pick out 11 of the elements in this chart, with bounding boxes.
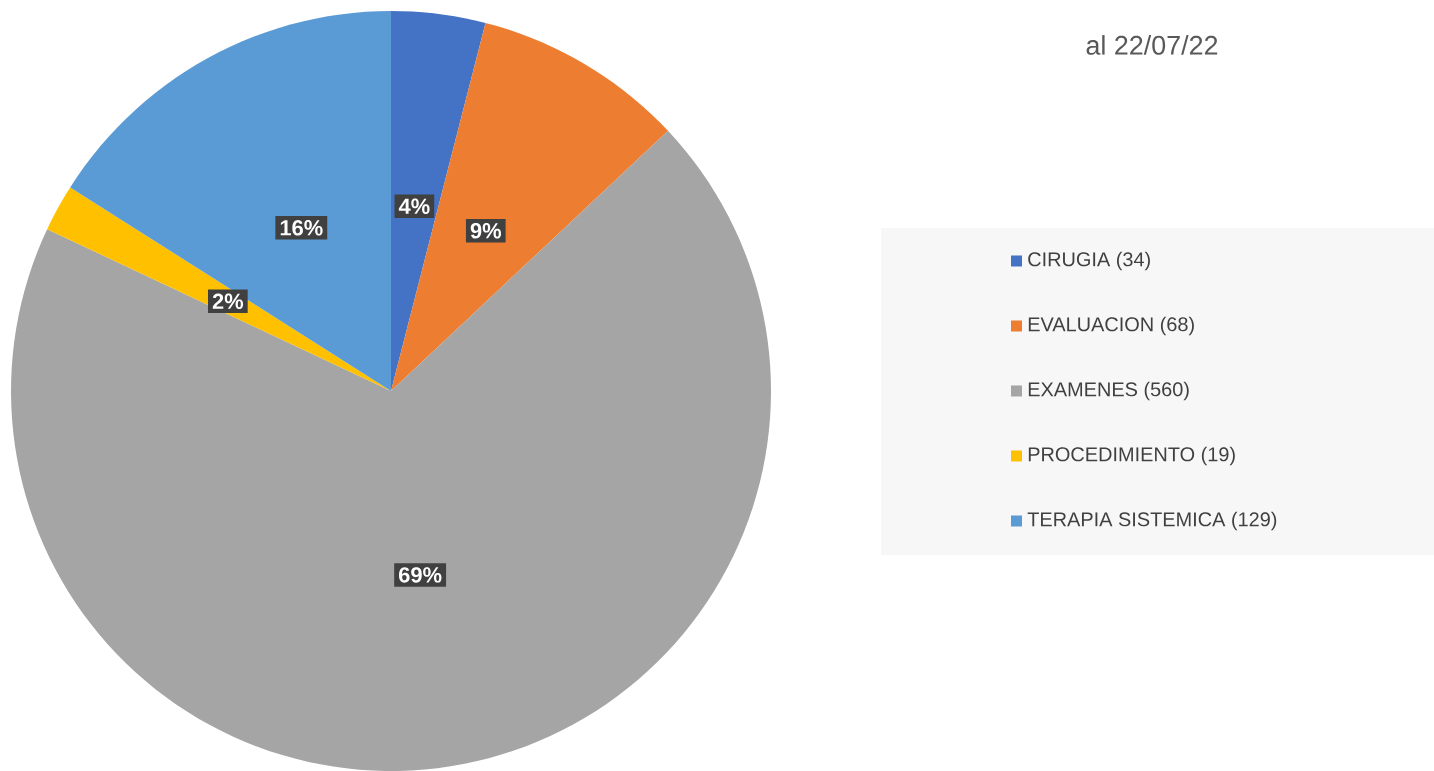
legend-label: TERAPIA SISTEMICA (129): [1027, 511, 1277, 531]
data-label: 16%: [280, 220, 323, 236]
data-label: 69%: [399, 567, 442, 583]
text: al 22/07/22: [1086, 35, 1218, 55]
legend-label: EXAMENES (560): [1028, 381, 1189, 401]
legend-label: CIRUGIA (34): [1028, 251, 1150, 271]
data-label: 2%: [212, 293, 244, 310]
legend-label: PROCEDIMIENTO (19): [1028, 446, 1235, 466]
legend-label: EVALUACION (68): [1028, 316, 1194, 336]
data-label: 4%: [398, 198, 430, 214]
data-label: 9%: [470, 222, 502, 239]
